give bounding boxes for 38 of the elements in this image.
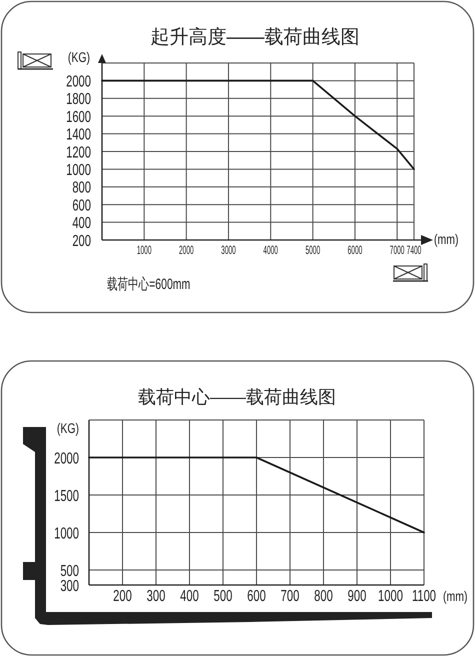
x-tick-label: 700 [280, 586, 300, 604]
y-tick-label: 200 [72, 230, 91, 250]
x-tick-label: 600 [247, 586, 266, 604]
y-tick-label: 1800 [66, 89, 91, 108]
x-tick-label: 7400 [406, 244, 422, 258]
y-tick-label: 1500 [54, 486, 79, 504]
y-tick-label: 600 [72, 195, 91, 214]
x-axis-title: (mm) [434, 232, 458, 248]
x-tick-label: 5000 [305, 244, 320, 258]
title: 起升高度——载荷曲线图 [150, 27, 360, 48]
x-tick-label: 400 [180, 586, 199, 604]
x-axis-title: (mm) [443, 588, 468, 604]
x-tick-label: 300 [146, 586, 166, 604]
x-tick-label: 2000 [178, 244, 194, 258]
x-tick-label: 1100 [412, 586, 436, 604]
y-tick-label: 800 [72, 178, 91, 196]
y-tick-label: 1000 [54, 523, 79, 542]
y-tick-label: 400 [72, 213, 91, 232]
y-tick-label: 1600 [66, 106, 91, 126]
y-tick-label: 1400 [66, 124, 91, 144]
x-tick-label: 500 [214, 586, 232, 604]
y-axis-title: (KG) [56, 420, 79, 436]
y-tick-label: 2000 [66, 71, 91, 90]
y-tick-label: 1200 [66, 142, 91, 161]
x-tick-label: 4000 [263, 244, 278, 258]
x-tick-label: 200 [113, 586, 132, 604]
title: 载荷中心——载荷曲线图 [138, 387, 336, 407]
x-tick-label: 3000 [221, 244, 236, 258]
x-tick-label: 1000 [378, 586, 403, 604]
x-tick-label: 1000 [136, 244, 152, 258]
y-axis-title: (KG) [68, 50, 90, 66]
x-tick-label: 800 [314, 586, 333, 604]
x-tick-label: 7000 [390, 244, 404, 258]
y-tick-label: 2000 [54, 448, 79, 467]
y-tick-label: 1000 [66, 160, 91, 178]
x-tick-label: 900 [348, 586, 366, 604]
annotation: 载荷中心=600mm [107, 275, 190, 292]
x-tick-label: 6000 [348, 244, 362, 258]
